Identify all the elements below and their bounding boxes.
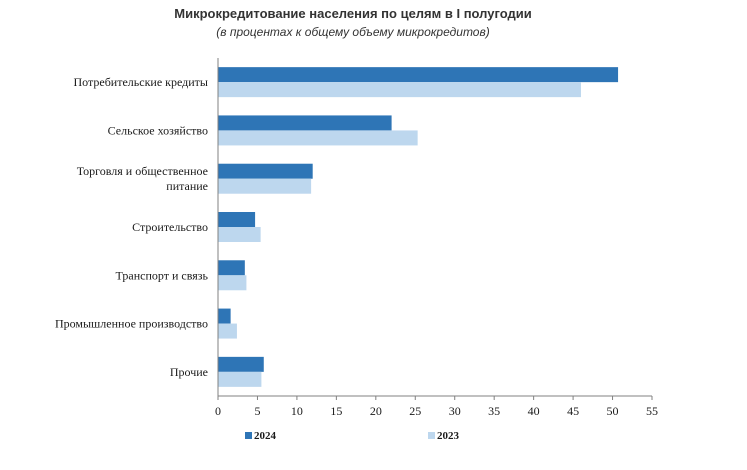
category-label-line: питание (166, 179, 208, 193)
category-label-line: Потребительские кредиты (73, 75, 208, 89)
chart-title: Микрокредитование населения по целям в I… (174, 6, 531, 21)
category-label-line: Торговля и общественное (77, 164, 208, 178)
bars-group (218, 67, 619, 387)
chart-subtitle: (в процентах к общему объему микрокредит… (216, 25, 490, 39)
bar-2024-3 (218, 212, 256, 227)
x-tick-label: 15 (330, 404, 342, 418)
x-tick-label: 0 (215, 404, 221, 418)
bar-2024-4 (218, 260, 245, 276)
bar-2023-5 (218, 323, 237, 339)
legend-swatch-2024 (245, 432, 252, 439)
category-label: Промышленное производство (55, 317, 208, 331)
bar-2023-1 (218, 130, 418, 146)
legend-swatch-2023 (428, 432, 435, 439)
bar-2023-3 (218, 227, 261, 242)
x-tick-label: 10 (291, 404, 303, 418)
bar-2024-0 (218, 67, 619, 83)
x-tick-label: 30 (449, 404, 461, 418)
category-label-line: Сельское хозяйство (108, 123, 208, 137)
category-label-line: Строительство (132, 220, 208, 234)
bar-2024-1 (218, 115, 392, 131)
category-label: Строительство (132, 220, 208, 234)
category-label-line: Прочие (170, 365, 208, 379)
category-label: Сельское хозяйство (108, 123, 208, 137)
category-label: Транспорт и связь (116, 268, 209, 282)
bar-2023-4 (218, 275, 247, 291)
bar-2024-6 (218, 356, 264, 372)
legend-label-2023: 2023 (437, 430, 460, 442)
x-tick-label: 40 (528, 404, 540, 418)
bar-2023-0 (218, 82, 581, 98)
legend: 2024 2023 (245, 430, 460, 442)
category-labels: Потребительские кредиты Сельское хозяйств… (55, 75, 209, 379)
category-label: Торговля и общественное питание (77, 164, 208, 193)
x-tick-label: 20 (370, 404, 382, 418)
x-tick-label: 50 (607, 404, 619, 418)
x-tick-label: 25 (409, 404, 421, 418)
x-tick-label: 35 (488, 404, 500, 418)
x-axis-ticks: 0 5 10 15 20 25 30 35 40 45 50 55 (215, 396, 658, 418)
x-tick-label: 45 (567, 404, 579, 418)
legend-label-2024: 2024 (254, 430, 277, 442)
bar-2024-2 (218, 163, 313, 179)
category-label: Прочие (170, 365, 208, 379)
category-label: Потребительские кредиты (73, 75, 208, 89)
x-tick-label: 55 (646, 404, 658, 418)
x-tick-label: 5 (254, 404, 260, 418)
bar-2023-6 (218, 371, 262, 387)
category-label-line: Промышленное производство (55, 317, 208, 331)
bar-2024-5 (218, 308, 231, 324)
category-label-line: Транспорт и связь (116, 268, 209, 282)
bar-2023-2 (218, 178, 312, 194)
